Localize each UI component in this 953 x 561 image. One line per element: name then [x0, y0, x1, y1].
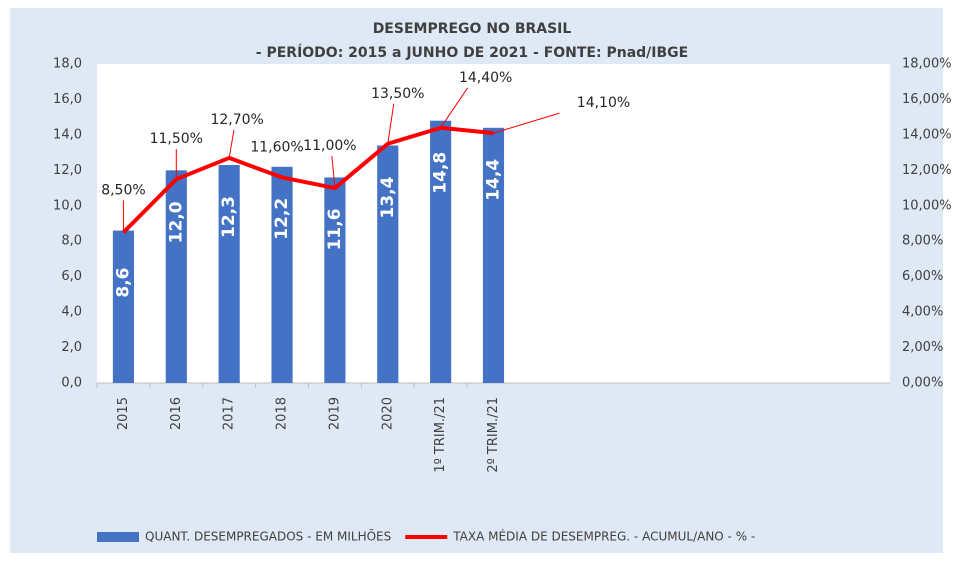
bar-value-label: 12,0	[166, 201, 186, 243]
line-value-label: 12,70%	[210, 112, 263, 128]
bar	[165, 170, 187, 383]
bar	[377, 145, 399, 383]
bar-value-label: 11,6	[325, 208, 345, 250]
line-value-label: 11,60%	[250, 139, 303, 155]
y2-tick-label: 14,00%	[902, 127, 952, 142]
bar-value-label: 14,4	[484, 159, 504, 201]
y-tick-label: 6,0	[61, 269, 82, 284]
x-tick-label: 2016	[169, 397, 184, 430]
legend-swatch	[97, 532, 139, 542]
x-tick-label: 2º TRIM./21	[486, 397, 501, 473]
line-value-label: 14,40%	[459, 70, 512, 86]
bar-value-label: 13,4	[378, 176, 398, 218]
leader-line	[331, 156, 336, 189]
y-tick-label: 0,0	[61, 376, 82, 391]
line-value-label: 11,00%	[303, 138, 356, 154]
y2-tick-label: 4,00%	[902, 305, 943, 320]
x-tick-label: 2017	[222, 397, 237, 430]
y-tick-label: 14,0	[53, 127, 82, 142]
legend-label: TAXA MÉDIA DE DESEMPREG. - ACUMUL/ANO - …	[452, 529, 755, 544]
legend-label: QUANT. DESEMPREGADOS - EM MILHÕES	[145, 529, 391, 544]
chart-subtitle: - PERÍODO: 2015 a JUNHO DE 2021 - FONTE:…	[256, 44, 688, 61]
bar-value-label: 12,2	[272, 198, 292, 240]
y-tick-label: 4,0	[61, 305, 82, 320]
line-value-label: 13,50%	[371, 86, 424, 102]
bar	[430, 120, 452, 383]
line-value-label: 11,50%	[150, 131, 203, 147]
x-tick-label: 2018	[275, 397, 290, 430]
y2-tick-label: 16,00%	[902, 92, 952, 107]
leader-line	[493, 112, 560, 134]
y-tick-label: 8,0	[61, 234, 82, 249]
chart-title: DESEMPREGO NO BRASIL	[373, 21, 572, 37]
y2-tick-label: 18,00%	[902, 57, 952, 72]
y2-tick-label: 0,00%	[902, 376, 943, 391]
bar	[482, 127, 505, 383]
line	[122, 125, 494, 234]
bar-value-label: 14,8	[431, 152, 451, 194]
bar	[112, 230, 135, 383]
x-tick-label: 2015	[116, 397, 131, 430]
leader-line	[440, 87, 469, 129]
leader-line	[387, 103, 395, 144]
leader-line	[228, 129, 235, 159]
bar-value-label: 12,3	[219, 196, 239, 238]
y2-tick-label: 2,00%	[902, 340, 943, 355]
y2-tick-label: 12,00%	[902, 163, 952, 178]
y-tick-label: 2,0	[61, 340, 82, 355]
bar	[218, 165, 240, 383]
x-tick-label: 2020	[380, 397, 395, 430]
y-tick-label: 16,0	[53, 92, 82, 107]
x-tick-label: 2019	[327, 397, 342, 430]
bar	[271, 166, 293, 383]
y-tick-label: 10,0	[53, 198, 82, 213]
y-tick-label: 18,0	[53, 57, 82, 72]
line-value-label: 14,10%	[577, 95, 630, 111]
y2-tick-label: 10,00%	[902, 198, 952, 213]
y2-tick-label: 8,00%	[902, 234, 943, 249]
bar-value-label: 8,6	[113, 268, 133, 298]
y2-tick-label: 6,00%	[902, 269, 943, 284]
line-value-label: 8,50%	[101, 182, 145, 198]
y-tick-label: 12,0	[53, 163, 82, 178]
x-tick-label: 1º TRIM./21	[433, 397, 448, 473]
bar	[324, 177, 346, 383]
